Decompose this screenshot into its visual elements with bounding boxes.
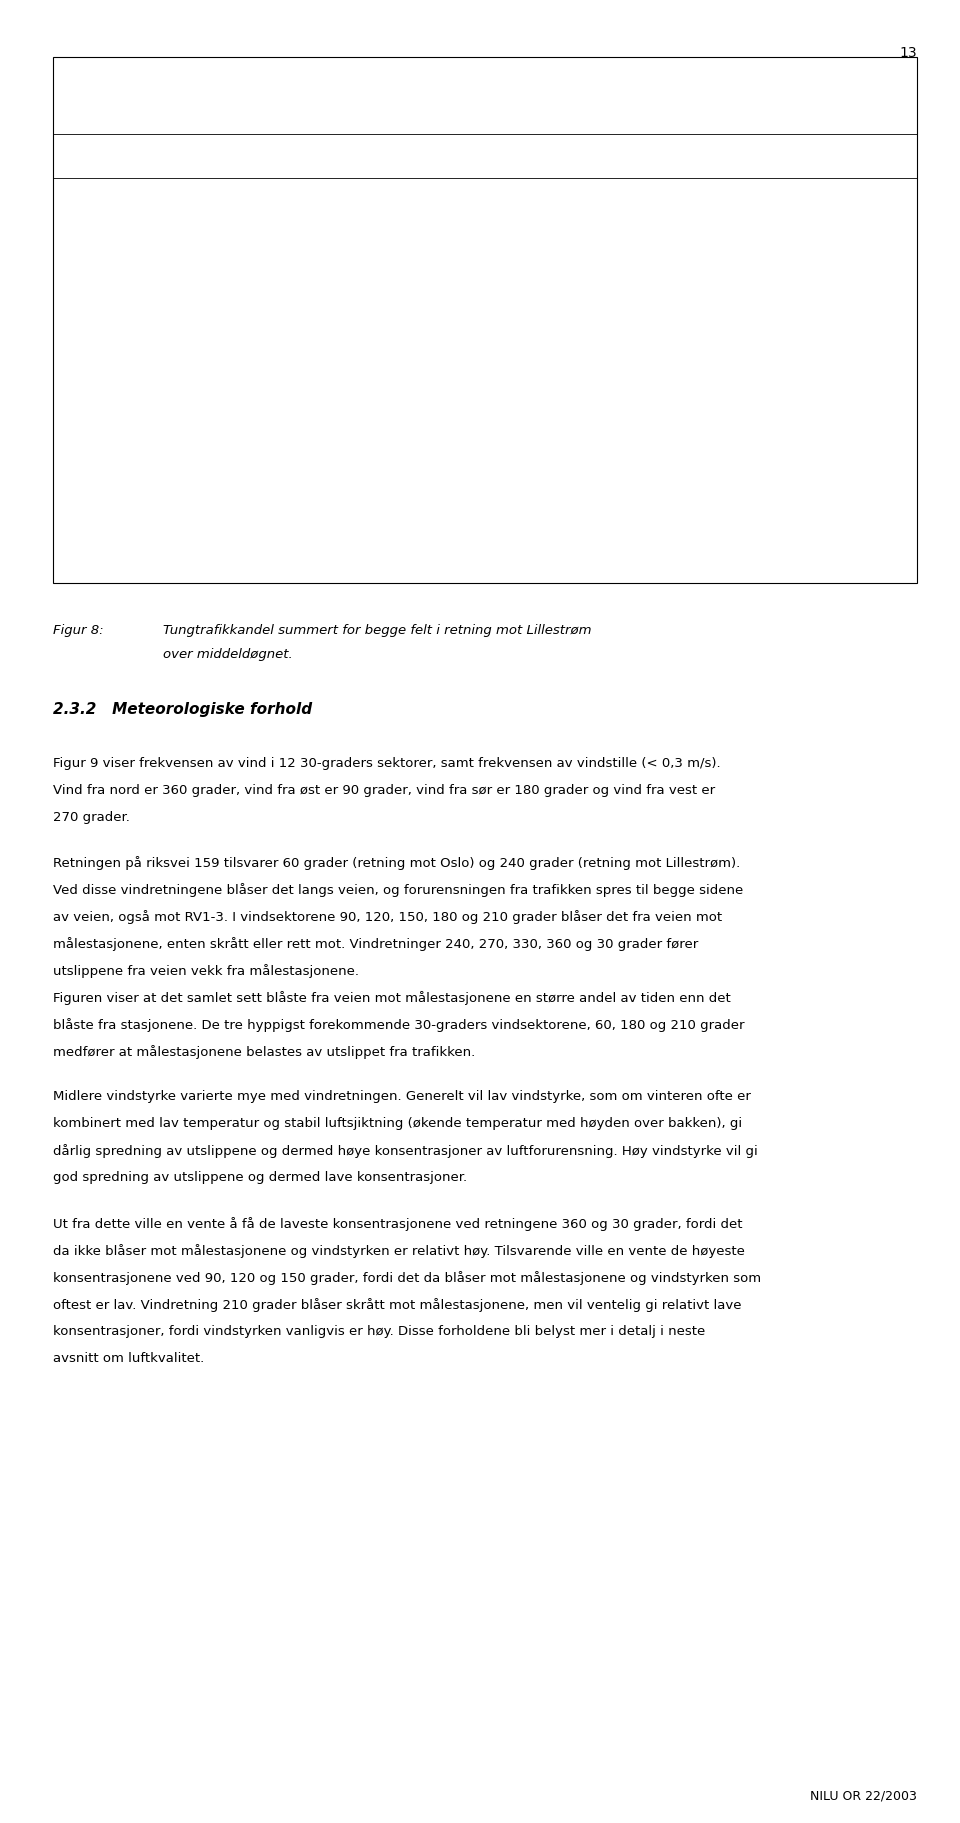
- Text: Ved disse vindretningene blåser det langs veien, og forurensningen fra trafikken: Ved disse vindretningene blåser det lang…: [53, 882, 743, 897]
- Text: medfører at målestasjonene belastes av utslippet fra trafikken.: medfører at målestasjonene belastes av u…: [53, 1045, 475, 1059]
- Text: Ut fra dette ville en vente å få de laveste konsentrasjonene ved retningene 360 : Ut fra dette ville en vente å få de lave…: [53, 1216, 742, 1231]
- Text: kombinert med lav temperatur og stabil luftsjiktning (økende temperatur med høyd: kombinert med lav temperatur og stabil l…: [53, 1117, 742, 1130]
- Text: 2.3.2   Meteorologiske forhold: 2.3.2 Meteorologiske forhold: [53, 702, 312, 716]
- Text: konsentrasjonene ved 90, 120 og 150 grader, fordi det da blåser mot målestasjone: konsentrasjonene ved 90, 120 og 150 grad…: [53, 1271, 761, 1283]
- Text: over middeldøgnet: over middeldøgnet: [404, 111, 565, 128]
- Text: Vind fra nord er 360 grader, vind fra øst er 90 grader, vind fra sør er 180 grad: Vind fra nord er 360 grader, vind fra øs…: [53, 784, 715, 797]
- Text: Midlere vindstyrke varierte mye med vindretningen. Generelt vil lav vindstyrke, : Midlere vindstyrke varierte mye med vind…: [53, 1090, 751, 1103]
- Text: Figur 8:: Figur 8:: [53, 623, 104, 636]
- Y-axis label: Tungtrafikkandel (%): Tungtrafikkandel (%): [80, 281, 92, 428]
- Text: Retningen på riksvei 159 tilsvarer 60 grader (retning mot Oslo) og 240 grader (r: Retningen på riksvei 159 tilsvarer 60 gr…: [53, 855, 740, 870]
- Text: Tungtrafikkandel summert for begge felt i retning mot Lillestrøm: Tungtrafikkandel summert for begge felt …: [163, 623, 591, 636]
- Text: dårlig spredning av utslippene og dermed høye konsentrasjoner av luftforurensnin: dårlig spredning av utslippene og dermed…: [53, 1143, 757, 1158]
- Text: oftest er lav. Vindretning 210 grader blåser skrått mot målestasjonene, men vil : oftest er lav. Vindretning 210 grader bl…: [53, 1296, 741, 1311]
- Text: konsentrasjoner, fordi vindstyrken vanligvis er høy. Disse forholdene bli belyst: konsentrasjoner, fordi vindstyrken vanli…: [53, 1323, 705, 1336]
- Text: utslippene fra veien vekk fra målestasjonene.: utslippene fra veien vekk fra målestasjo…: [53, 964, 359, 977]
- Legend: Totalt (5.6-16.0), Biler (5.6-7.5), Biler (7.6-12.4), Biler (12.5-15.9), Biler (: Totalt (5.6-16.0), Biler (5.6-7.5), Bile…: [63, 146, 729, 168]
- Text: da ikke blåser mot målestasjonene og vindstyrken er relativt høy. Tilsvarende vi: da ikke blåser mot målestasjonene og vin…: [53, 1243, 745, 1256]
- Text: blåste fra stasjonene. De tre hyppigst forekommende 30-graders vindsektorene, 60: blåste fra stasjonene. De tre hyppigst f…: [53, 1017, 744, 1032]
- Text: 13: 13: [900, 46, 917, 60]
- Text: av veien, også mot RV1-3. I vindsektorene 90, 120, 150, 180 og 210 grader blåser: av veien, også mot RV1-3. I vindsektoren…: [53, 910, 722, 924]
- Text: Tungtrafikkandel summert for begge felt i retning mot Lillestrøm: Tungtrafikkandel summert for begge felt …: [205, 78, 764, 93]
- Text: Figur 9 viser frekvensen av vind i 12 30-graders sektorer, samt frekvensen av vi: Figur 9 viser frekvensen av vind i 12 30…: [53, 757, 720, 769]
- Text: målestasjonene, enten skrått eller rett mot. Vindretninger 240, 270, 330, 360 og: målestasjonene, enten skrått eller rett …: [53, 937, 698, 950]
- Text: Figuren viser at det samlet sett blåste fra veien mot målestasjonene en større a: Figuren viser at det samlet sett blåste …: [53, 990, 731, 1004]
- Text: NILU OR 22/2003: NILU OR 22/2003: [810, 1788, 917, 1801]
- Text: god spredning av utslippene og dermed lave konsentrasjoner.: god spredning av utslippene og dermed la…: [53, 1170, 467, 1183]
- Text: over middeldøgnet.: over middeldøgnet.: [163, 647, 293, 660]
- Text: 270 grader.: 270 grader.: [53, 811, 130, 824]
- Text: avsnitt om luftkvalitet.: avsnitt om luftkvalitet.: [53, 1351, 204, 1364]
